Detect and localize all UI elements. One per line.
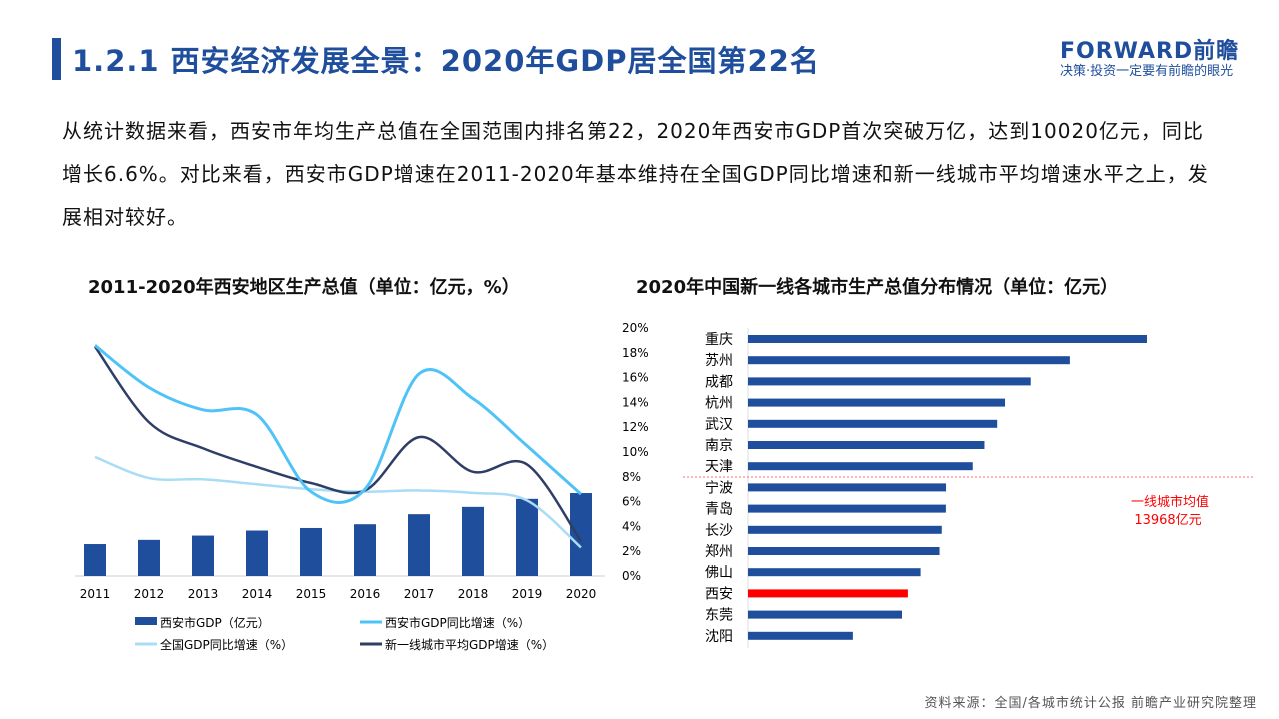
city-bar	[748, 335, 1147, 343]
city-bar	[748, 525, 942, 534]
x-tick-label: 2011	[80, 587, 111, 601]
y2-tick-label: 10%	[622, 445, 649, 459]
legend-label: 西安市GDP（亿元）	[160, 615, 270, 630]
y2-tick-label: 4%	[622, 519, 641, 533]
y2-tick-label: 0%	[622, 569, 641, 583]
source-footer: 资料来源：全国/各城市统计公报 前瞻产业研究院整理	[924, 696, 1257, 711]
reference-value: 13968亿元	[1134, 513, 1201, 528]
city-label: 沈阳	[705, 629, 733, 645]
legend-swatch	[135, 617, 157, 625]
title-accent-bar	[52, 38, 61, 80]
city-label: 天津	[705, 459, 733, 475]
city-bar	[748, 419, 998, 428]
city-label: 重庆	[705, 332, 733, 348]
chart2-title: 2020年中国新一线各城市生产总值分布情况（单位：亿元）	[636, 277, 1119, 298]
y2-tick-label: 20%	[622, 321, 649, 335]
chart1-title: 2011-2020年西安地区生产总值（单位：亿元，%）	[88, 277, 520, 298]
city-bar	[748, 398, 1006, 407]
city-bar	[748, 568, 921, 577]
x-tick-label: 2016	[350, 587, 381, 601]
gdp-bar	[516, 498, 538, 576]
city-bar	[748, 631, 853, 640]
logo: FORWARD前瞻	[1060, 39, 1240, 64]
growth-line	[94, 344, 583, 504]
city-bar	[748, 547, 940, 555]
city-label: 武汉	[705, 417, 733, 433]
intro-paragraph: 从统计数据来看，西安市年均生产总值在全国范围内排名第22，2020年西安市GDP…	[62, 119, 1209, 229]
legend-label: 西安市GDP同比增速（%）	[385, 615, 530, 630]
gdp-bar	[84, 544, 106, 576]
x-tick-label: 2012	[134, 587, 165, 601]
y2-tick-label: 6%	[622, 495, 641, 509]
gdp-bar	[246, 530, 268, 576]
gdp-bar	[570, 493, 592, 576]
city-bar	[748, 356, 1070, 365]
gdp-bar	[192, 535, 214, 576]
city-label: 杭州	[705, 396, 733, 412]
city-label: 成都	[705, 374, 733, 390]
city-label: 苏州	[705, 353, 733, 369]
city-label: 西安	[705, 586, 733, 602]
city-bar	[748, 610, 902, 619]
y2-tick-label: 18%	[622, 346, 649, 360]
x-tick-label: 2015	[296, 587, 327, 601]
x-tick-label: 2017	[404, 587, 435, 601]
legend-label: 全国GDP同比增速（%）	[160, 637, 293, 652]
y2-tick-label: 14%	[622, 395, 649, 409]
city-label: 南京	[705, 438, 733, 454]
y2-tick-label: 12%	[622, 420, 649, 434]
y2-tick-label: 8%	[622, 470, 641, 484]
x-tick-label: 2018	[458, 587, 489, 601]
x-tick-label: 2019	[512, 587, 543, 601]
y2-tick-label: 16%	[622, 371, 649, 385]
reference-label: 一线城市均值	[1131, 494, 1209, 510]
gdp-bar	[462, 506, 484, 576]
city-label: 长沙	[705, 523, 733, 539]
legend-label: 新一线城市平均GDP增速（%）	[385, 637, 554, 652]
city-bar	[748, 589, 908, 598]
growth-line	[93, 345, 583, 542]
city-bar	[748, 441, 985, 449]
city-label: 郑州	[705, 544, 733, 560]
gdp-bar	[138, 539, 160, 576]
city-bar	[748, 377, 1031, 386]
city-label: 青岛	[705, 502, 733, 518]
slogan: 决策·投资一定要有前瞻的眼光	[1060, 64, 1234, 79]
gdp-bar	[408, 514, 430, 576]
x-tick-label: 2014	[242, 587, 273, 601]
page-title: 1.2.1 西安经济发展全景：2020年GDP居全国第22名	[72, 44, 820, 78]
gdp-bar	[300, 527, 322, 576]
city-label: 佛山	[705, 565, 733, 581]
city-bar	[748, 462, 973, 471]
y2-tick-label: 2%	[622, 544, 641, 558]
city-bar	[748, 483, 947, 492]
city-label: 东莞	[705, 608, 733, 624]
city-bar	[748, 504, 946, 513]
gdp-bar	[354, 524, 376, 576]
x-tick-label: 2020	[566, 587, 597, 601]
city-label: 宁波	[705, 479, 733, 496]
x-tick-label: 2013	[188, 587, 219, 601]
